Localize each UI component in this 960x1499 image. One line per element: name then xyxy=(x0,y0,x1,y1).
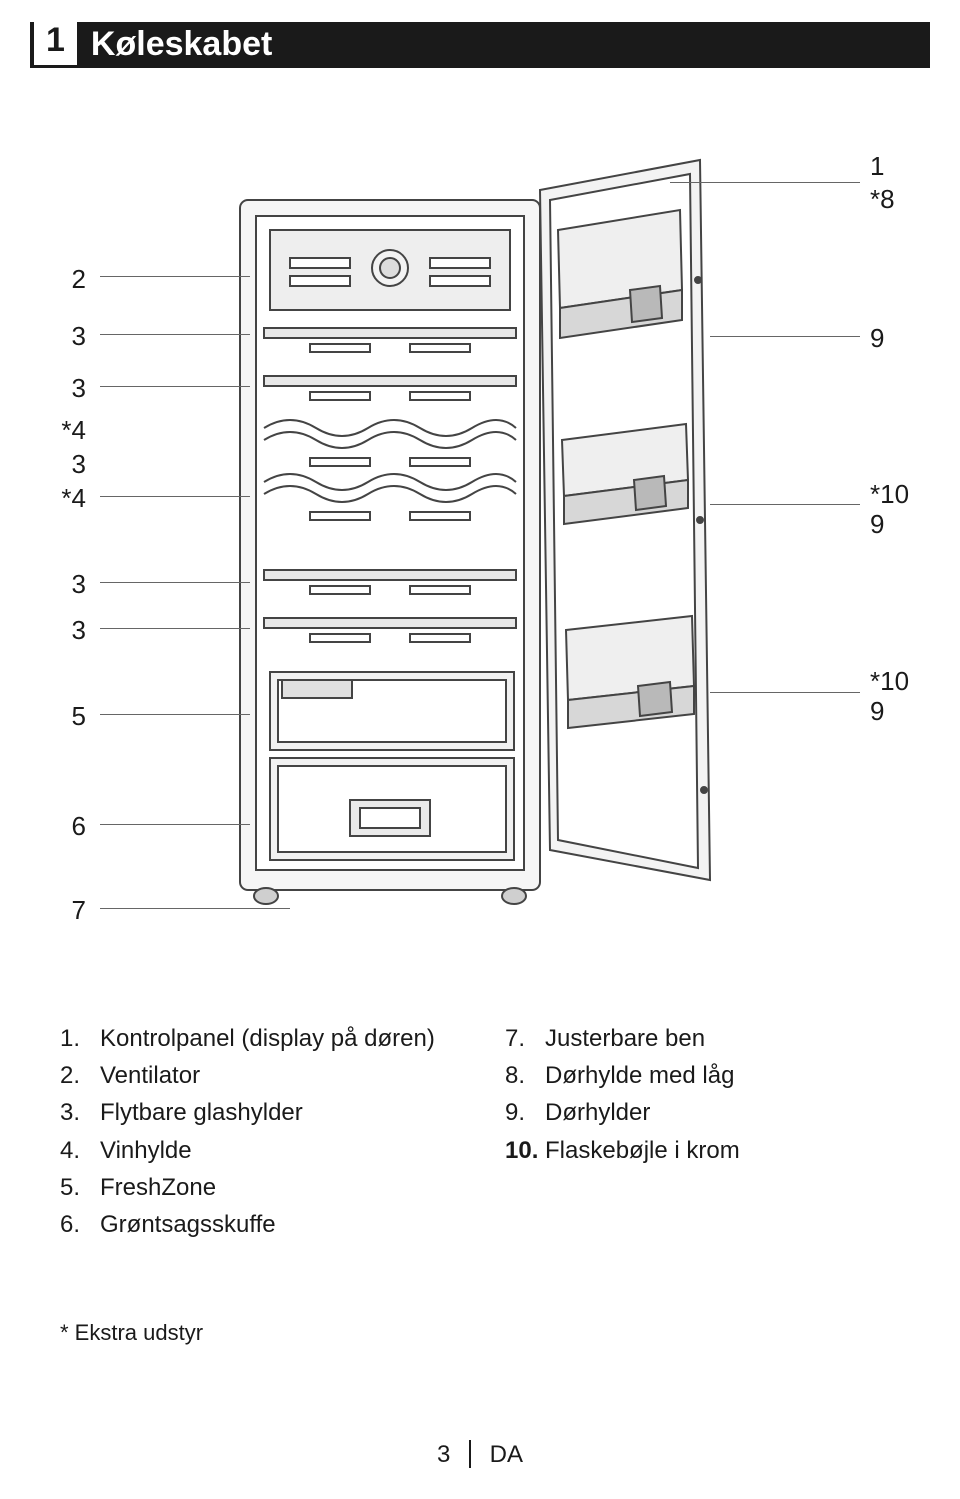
leader-line xyxy=(710,504,860,505)
callout-left: 7 xyxy=(30,894,86,927)
fridge-diagram xyxy=(200,140,760,940)
callout-left: 6 xyxy=(30,810,86,843)
legend-num: 5. xyxy=(60,1169,100,1206)
leader-line xyxy=(100,496,250,497)
legend-text: Flytbare glashylder xyxy=(100,1094,303,1131)
legend-text: Dørhylde med låg xyxy=(545,1057,734,1094)
callout-right: 1 *8 xyxy=(870,150,930,215)
footnote: * Ekstra udstyr xyxy=(60,1320,203,1346)
legend-text: Kontrolpanel (display på døren) xyxy=(100,1020,435,1057)
callout-left: 3 xyxy=(30,372,86,405)
legend-row: 8.Dørhylde med låg xyxy=(505,1057,900,1094)
leader-line xyxy=(100,628,250,629)
callout-left: *4 xyxy=(30,414,86,447)
page-footer: 3 DA xyxy=(0,1440,960,1469)
callout-left: 5 xyxy=(30,700,86,733)
leader-line xyxy=(670,182,860,183)
legend-row: 4.Vinhylde xyxy=(60,1132,455,1169)
legend-text: FreshZone xyxy=(100,1169,216,1206)
legend-row: 6.Grøntsagsskuffe xyxy=(60,1206,455,1243)
callout-left: 3 xyxy=(30,448,86,481)
section-title: Køleskabet xyxy=(77,22,272,65)
callout-left: *4 xyxy=(30,482,86,515)
legend-num: 6. xyxy=(60,1206,100,1243)
legend-num: 9. xyxy=(505,1094,545,1131)
leader-line xyxy=(100,908,290,909)
legend-row: 9.Dørhylder xyxy=(505,1094,900,1131)
legend-row: 1.Kontrolpanel (display på døren) xyxy=(60,1020,455,1057)
legend-text: Justerbare ben xyxy=(545,1020,705,1057)
legend: 1.Kontrolpanel (display på døren)2.Venti… xyxy=(60,1020,900,1243)
legend-num: 1. xyxy=(60,1020,100,1057)
legend-row: 3.Flytbare glashylder xyxy=(60,1094,455,1131)
callout-left: 3 xyxy=(30,614,86,647)
legend-num: 10. xyxy=(505,1132,545,1169)
legend-row: 7.Justerbare ben xyxy=(505,1020,900,1057)
callout-left: 3 xyxy=(30,568,86,601)
callout-right: *10 xyxy=(870,478,930,511)
footer-divider xyxy=(469,1440,471,1468)
callout-right: *10 xyxy=(870,665,930,698)
legend-num: 2. xyxy=(60,1057,100,1094)
legend-text: Ventilator xyxy=(100,1057,200,1094)
callout-left: 3 xyxy=(30,320,86,353)
leader-line xyxy=(100,386,250,387)
leader-line xyxy=(100,714,250,715)
leader-line xyxy=(710,336,860,337)
leader-line xyxy=(710,692,860,693)
section-number: 1 xyxy=(34,18,77,65)
callout-right: 9 xyxy=(870,322,930,355)
section-header: 1 Køleskabet xyxy=(30,22,930,68)
legend-row: 10.Flaskebøjle i krom xyxy=(505,1132,900,1169)
legend-text: Grøntsagsskuffe xyxy=(100,1206,276,1243)
legend-row: 2.Ventilator xyxy=(60,1057,455,1094)
page-lang: DA xyxy=(482,1441,523,1468)
callout-left: 2 xyxy=(30,263,86,296)
callout-right: 9 xyxy=(870,508,930,541)
leader-line xyxy=(100,276,250,277)
legend-row: 5.FreshZone xyxy=(60,1169,455,1206)
legend-col-right: 7.Justerbare ben8.Dørhylde med låg9.Dørh… xyxy=(505,1020,900,1243)
diagram-area: 233*43*433567 1 *89*109*109 xyxy=(30,90,930,990)
legend-num: 7. xyxy=(505,1020,545,1057)
legend-text: Dørhylder xyxy=(545,1094,650,1131)
legend-num: 3. xyxy=(60,1094,100,1131)
callout-right: 9 xyxy=(870,695,930,728)
leader-line xyxy=(100,334,250,335)
legend-text: Vinhylde xyxy=(100,1132,192,1169)
legend-num: 4. xyxy=(60,1132,100,1169)
leader-line xyxy=(100,582,250,583)
page-number: 3 xyxy=(437,1441,458,1468)
legend-num: 8. xyxy=(505,1057,545,1094)
legend-col-left: 1.Kontrolpanel (display på døren)2.Venti… xyxy=(60,1020,455,1243)
leader-line xyxy=(100,824,250,825)
legend-text: Flaskebøjle i krom xyxy=(545,1132,740,1169)
